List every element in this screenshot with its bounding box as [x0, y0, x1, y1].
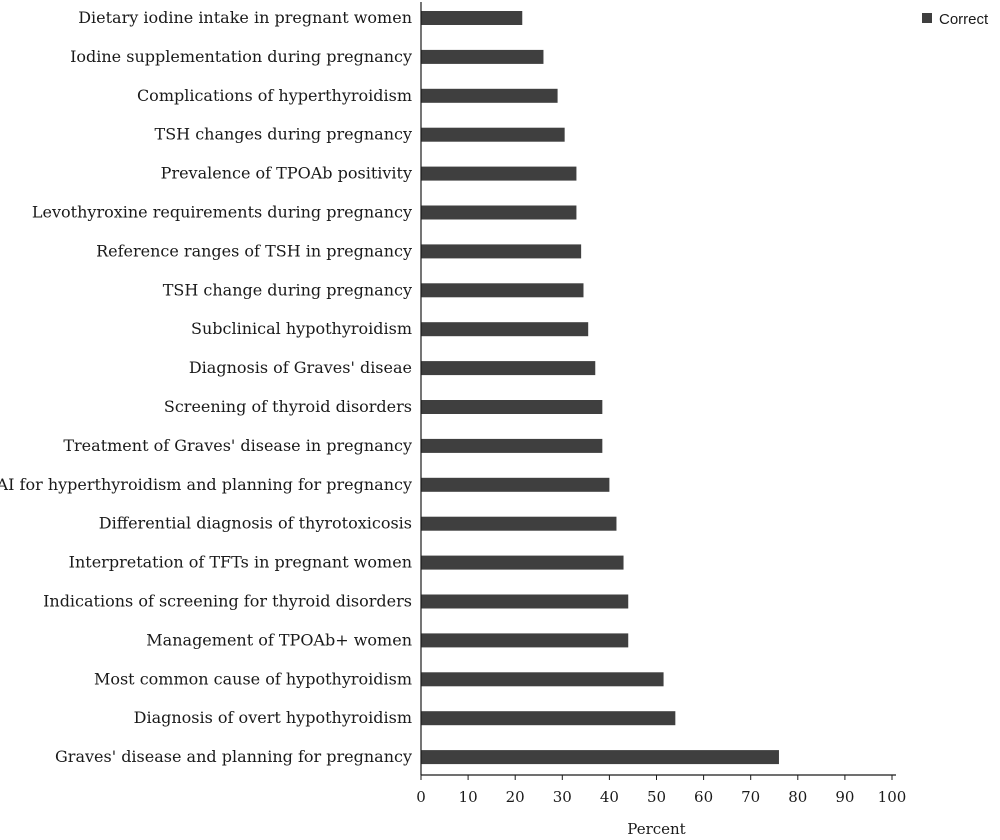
- category-labels: Dietary iodine intake in pregnant women I…: [0, 8, 412, 766]
- category-label: Subclinical hypothyroidism: [191, 319, 412, 338]
- bar: [421, 400, 603, 414]
- x-tick-label: 100: [878, 788, 907, 806]
- x-axis-title: Percent: [627, 820, 685, 838]
- x-tick-label: 40: [600, 788, 619, 806]
- x-tick-label: 70: [741, 788, 760, 806]
- bar: [421, 322, 589, 337]
- legend-swatch: [922, 13, 932, 23]
- category-label: Dietary iodine intake in pregnant women: [78, 8, 412, 27]
- category-label: Graves' disease and planning for pregnan…: [55, 747, 412, 766]
- x-tick-label: 50: [647, 788, 666, 806]
- bar: [421, 672, 664, 687]
- bar: [421, 438, 603, 453]
- category-label: Treatment of Graves' disease in pregnanc…: [63, 436, 412, 455]
- bar: [421, 361, 596, 376]
- category-label: Diagnosis of overt hypothyroidism: [134, 708, 412, 727]
- category-label: TSH changes during pregnancy: [155, 125, 412, 144]
- bar: [421, 594, 629, 609]
- bar: [421, 166, 577, 181]
- category-label: Screening of thyroid disorders: [164, 397, 412, 416]
- category-label: Differential diagnosis of thyrotoxicosis: [99, 514, 412, 533]
- category-label: Reference ranges of TSH in pregnancy: [96, 241, 412, 260]
- category-label: Interpretation of TFTs in pregnant women: [69, 553, 412, 572]
- bar: [421, 88, 558, 103]
- x-tick-label: 90: [835, 788, 854, 806]
- x-tick-label: 30: [553, 788, 572, 806]
- bar: [421, 127, 565, 142]
- category-label: Complications of hyperthyroidism: [137, 86, 412, 105]
- bar: [421, 49, 544, 64]
- category-label: Prevalence of TPOAb positivity: [161, 164, 412, 183]
- legend-label-correct: Correct: [939, 11, 989, 28]
- x-axis-ticks: 0 10 20 30 40 50 60 70 80 90 100: [416, 775, 906, 806]
- bar: [421, 205, 577, 220]
- bar: [421, 711, 676, 726]
- x-tick-label: 20: [506, 788, 525, 806]
- category-label: TSH change during pregnancy: [163, 280, 412, 299]
- x-tick-label: 60: [694, 788, 713, 806]
- bar: [421, 283, 584, 298]
- bar: [421, 11, 523, 25]
- x-tick-label: 10: [459, 788, 478, 806]
- bar: [421, 516, 617, 531]
- category-label: Iodine supplementation during pregnancy: [70, 47, 412, 66]
- bars: [421, 11, 779, 765]
- x-tick-label: 0: [416, 788, 426, 806]
- category-label: Indications of screening for thyroid dis…: [43, 592, 412, 611]
- legend: Correct: [922, 11, 989, 28]
- category-label: Diagnosis of Graves' diseae: [189, 358, 412, 377]
- bar: [421, 633, 629, 648]
- bar: [421, 750, 779, 765]
- category-label: Levothyroxine requirements during pregna…: [32, 203, 412, 222]
- bar: [421, 555, 624, 570]
- bar: [421, 477, 610, 492]
- category-label: Management of TPOAb+ women: [146, 630, 412, 649]
- bar: [421, 244, 582, 259]
- category-label: RAI for hyperthyroidism and planning for…: [0, 475, 412, 494]
- x-tick-label: 80: [788, 788, 807, 806]
- category-label: Most common cause of hypothyroidism: [94, 669, 412, 688]
